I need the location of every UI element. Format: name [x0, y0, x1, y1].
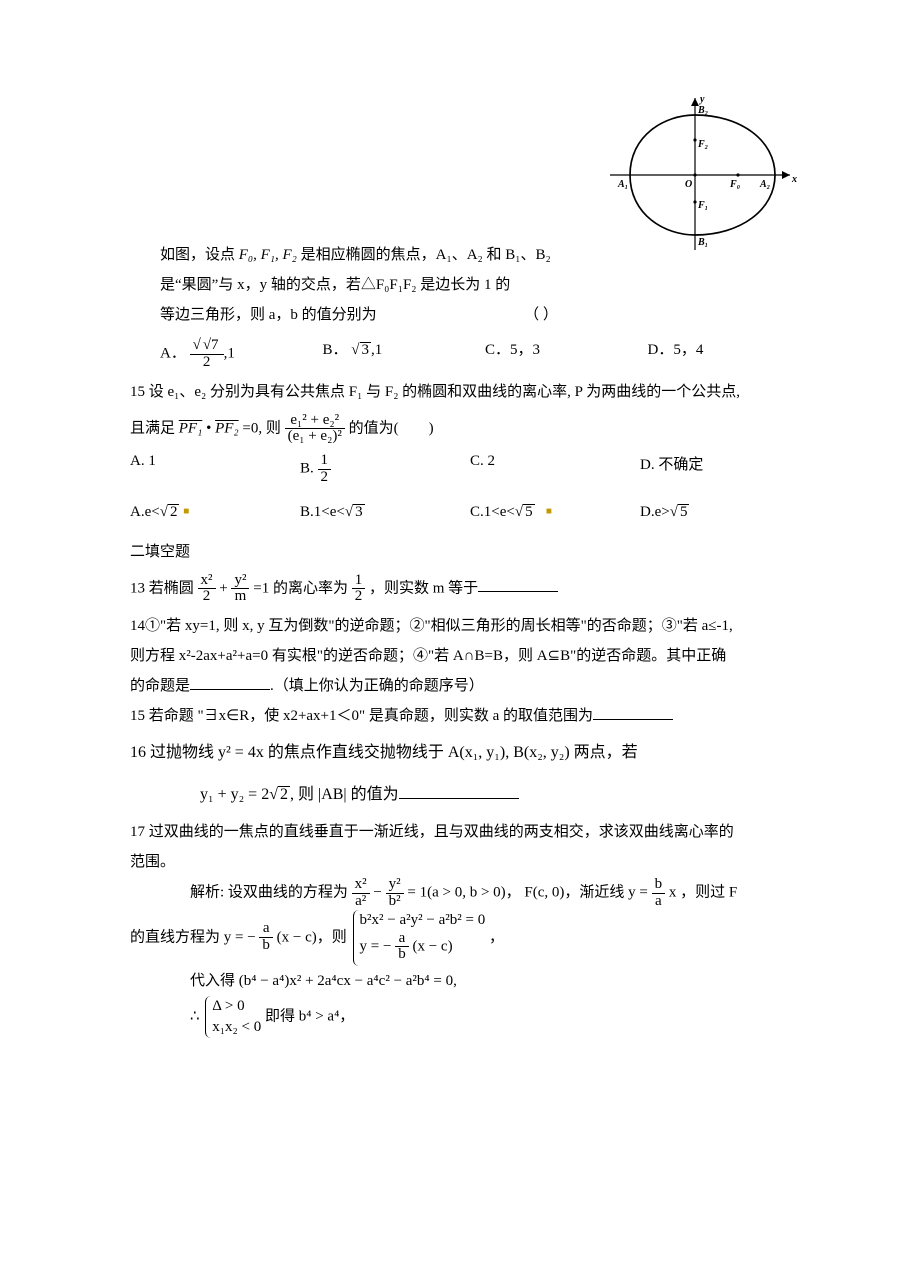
svg-text:B₂: B₂: [697, 105, 708, 116]
label: A．: [160, 346, 186, 362]
svg-text:O: O: [685, 179, 692, 190]
svg-text:y: y: [699, 94, 705, 105]
svg-text:F₀: F₀: [729, 179, 741, 190]
option-b: B. 12: [300, 453, 470, 486]
ellipse-svg: y x O A₁ A₂ B₂ B₁ F₂ F₁ F₀: [590, 90, 800, 260]
section-2-title: 二填空题: [130, 537, 810, 567]
q-fruit-circle: 如图，设点 F₀, F₁, F₂ 是相应椭圆的焦点，A₁、A₂ 和 B₁、B₂ …: [130, 240, 580, 330]
q17-solution-2: 的直线方程为 y = − ab (x − c)，则 b²x² − a²y² − …: [130, 910, 810, 966]
text: 如图，设点: [160, 247, 239, 263]
q13: 13 若椭圆 x²2 + y²m =1 的离心率为 12 ，则实数 m 等于: [130, 573, 810, 606]
q17-line1: 17 过双曲线的一焦点的直线垂直于一渐近线，且与双曲线的两支相交，求该双曲线离心…: [130, 817, 810, 847]
blank-input[interactable]: [478, 578, 558, 593]
svg-text:A₁: A₁: [617, 179, 628, 190]
q17-line2: 范围。: [130, 847, 810, 877]
option-a: A. 1: [130, 453, 300, 486]
text: （ ）: [524, 307, 558, 323]
q16-line1: 16 过抛物线 y² = 4x 的焦点作直线交抛物线于 A(x₁, y₁), B…: [130, 737, 810, 769]
text: 是“果圆”与 x，y 轴的交点，若△F₀F₁F₂ 是边长为 1 的: [160, 270, 580, 300]
blank-input[interactable]: [399, 784, 519, 799]
svg-text:F₂: F₂: [697, 139, 708, 150]
option-d: D.e>√5: [640, 504, 810, 521]
q16-line2: y₁ + y₂ = 2√2, 则 |AB| 的值为: [130, 779, 810, 811]
svg-text:A₂: A₂: [759, 179, 770, 190]
svg-text:B₁: B₁: [697, 237, 708, 248]
blank-input[interactable]: [190, 676, 270, 691]
text: 等边三角形，则 a，b 的值分别为: [160, 307, 377, 323]
q15b: 15 若命题 "∃x∈R，使 x2+ax+1＜0" 是真命题，则实数 a 的取值…: [130, 701, 810, 731]
option-a: A.e<√2 ■: [130, 504, 300, 521]
option-a: A． √√72,1: [160, 338, 323, 371]
q17-solution-4: ∴ Δ > 0 x₁x₂ < 0 即得 b⁴ > a⁴，: [130, 996, 810, 1038]
option-c: C. 2: [470, 453, 640, 486]
text: F₀, F₁, F₂: [239, 247, 297, 263]
option-d: D．5，4: [648, 338, 811, 371]
q17-solution-1: 解析: 设双曲线的方程为 x²a² − y²b² = 1(a > 0, b > …: [130, 877, 810, 910]
label: B．: [323, 342, 348, 358]
svg-text:F₁: F₁: [697, 200, 708, 211]
page: y x O A₁ A₂ B₂ B₁ F₂ F₁ F₀ 如图，设点 F₀, F₁, F₂ 是相应椭圆…: [0, 0, 920, 1078]
q15-eccentricity-line2: 且满足 PF₁ • PF₂ =0, 则 e₁² + e₂²(e₁ + e₂)² …: [130, 413, 810, 446]
q17-solution-3: 代入得 (b⁴ − a⁴)x² + 2a⁴cx − a⁴c² − a²b⁴ = …: [130, 966, 810, 996]
q15-eccentricity-line1: 15 设 e₁、e₂ 分别为具有公共焦点 F₁ 与 F₂ 的椭圆和双曲线的离心率…: [130, 377, 810, 407]
option-b: B． √3,1: [323, 338, 486, 371]
option-d: D. 不确定: [640, 453, 810, 486]
option-c: C．5，3: [485, 338, 648, 371]
svg-text:x: x: [791, 174, 797, 185]
text: 是相应椭圆的焦点，A₁、A₂ 和 B₁、B₂: [297, 247, 551, 263]
q-fruit-options: A． √√72,1 B． √3,1 C．5，3 D．5，4: [160, 338, 810, 371]
e-range-options: A.e<√2 ■ B.1<e<√3 C.1<e<√5 ■ D.e>√5: [130, 504, 810, 521]
option-b: B.1<e<√3: [300, 504, 470, 521]
q14: 14①"若 xy=1, 则 x, y 互为倒数"的逆命题；②"相似三角形的周长相…: [130, 611, 810, 701]
ellipse-figure: y x O A₁ A₂ B₂ B₁ F₂ F₁ F₀: [590, 90, 800, 265]
blank-input[interactable]: [593, 706, 673, 721]
option-c: C.1<e<√5 ■: [470, 504, 640, 521]
q15-options: A. 1 B. 12 C. 2 D. 不确定: [130, 453, 810, 486]
